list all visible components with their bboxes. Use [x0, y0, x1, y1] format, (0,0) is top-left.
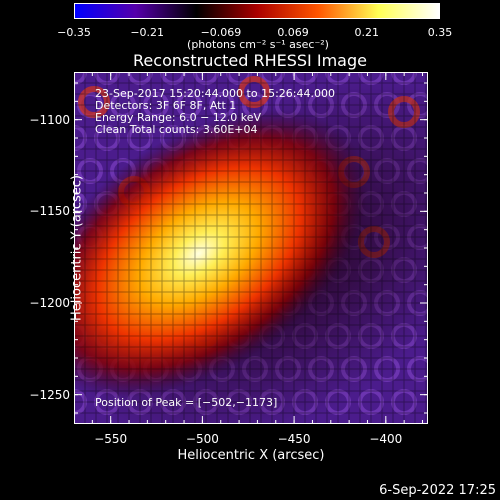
info-energy-range: Energy Range: 6.0 − 12.0 keV: [95, 111, 262, 124]
rhessi-image-plot: [74, 72, 428, 424]
y-axis-label: Heliocentric Y (arcsec): [69, 175, 85, 321]
x-tick-label: −550: [94, 432, 128, 446]
info-clean-counts: Clean Total counts: 3.60E+04: [95, 123, 258, 136]
y-tick-label: −1200: [29, 296, 70, 310]
colorbar-tick-label: −0.069: [200, 26, 242, 39]
y-tick-label: −1100: [29, 112, 70, 127]
rhessi-image: [74, 72, 428, 424]
info-peak-position: Position of Peak = [−502,−1173]: [95, 396, 278, 409]
x-tick-label: −400: [369, 432, 403, 446]
info-time-range: 23-Sep-2017 15:20:44.000 to 15:26:44.000: [95, 87, 335, 100]
x-tick-label: −500: [185, 432, 219, 446]
colorbar-tick-label: 0.35: [427, 26, 453, 39]
colorbar-tick-label: 0.069: [277, 26, 309, 39]
colorbar: [74, 3, 440, 19]
colorbar-tick-label: −0.35: [57, 26, 91, 39]
colorbar-units: (photons cm⁻² s⁻¹ asec⁻²): [187, 38, 329, 51]
y-tick-label: −1150: [29, 204, 70, 219]
x-tick-label: −450: [277, 432, 311, 446]
x-axis-label: Heliocentric X (arcsec): [177, 448, 325, 463]
info-detectors: Detectors: 3F 6F 8F, Att 1: [95, 99, 237, 112]
y-tick-label: −1250: [29, 387, 70, 402]
timestamp: 6-Sep-2022 17:25: [379, 483, 496, 498]
plot-title: Reconstructed RHESSI Image: [133, 51, 367, 70]
colorbar-tick-label: −0.21: [130, 26, 165, 39]
colorbar-tick-label: 0.21: [354, 26, 380, 39]
